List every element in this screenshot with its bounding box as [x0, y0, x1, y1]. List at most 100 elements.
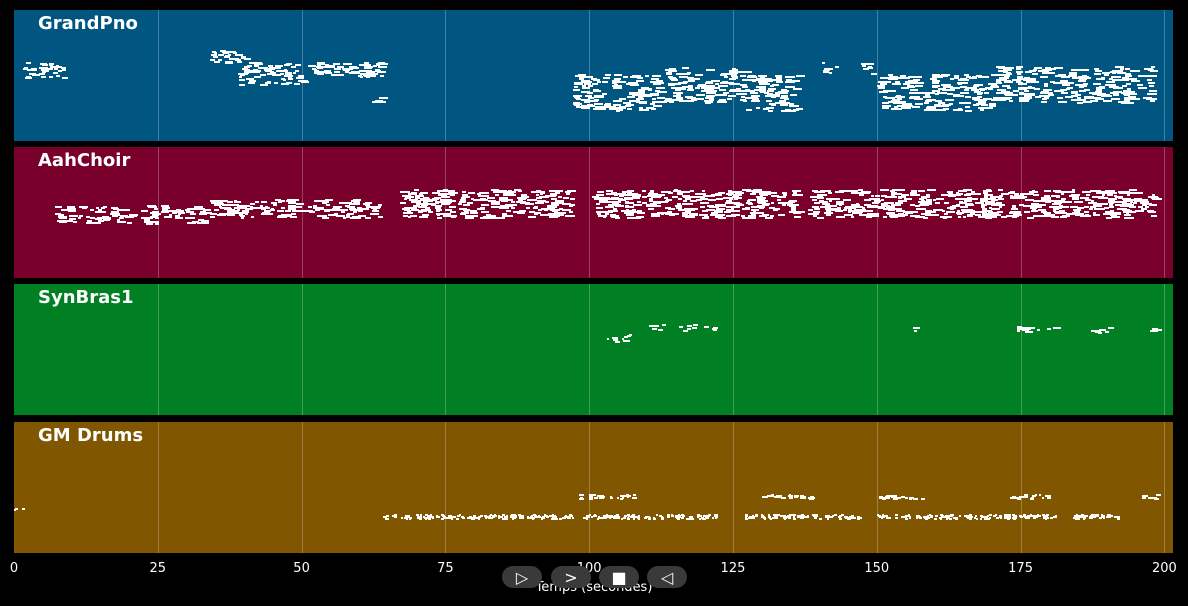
note: [1066, 87, 1074, 90]
note: [802, 515, 805, 518]
note: [290, 216, 298, 219]
note: [567, 189, 577, 192]
note: [1121, 79, 1129, 82]
note: [979, 89, 986, 92]
note: [616, 515, 619, 518]
play-button[interactable]: ▷: [502, 566, 542, 588]
note: [632, 209, 637, 212]
note: [593, 89, 599, 92]
note: [856, 202, 860, 205]
note: [527, 517, 530, 520]
note: [1046, 516, 1050, 519]
note: [1061, 75, 1070, 78]
note: [745, 202, 753, 205]
note: [911, 105, 921, 108]
note: [795, 107, 803, 110]
note: [750, 96, 759, 99]
note: [285, 209, 291, 212]
note: [664, 212, 672, 215]
note: [597, 214, 608, 217]
note: [999, 78, 1007, 81]
note: [884, 195, 894, 198]
note: [656, 90, 661, 93]
note: [172, 211, 178, 214]
note: [993, 86, 1000, 89]
note: [850, 190, 859, 193]
stop-button[interactable]: ■: [599, 566, 639, 588]
note: [787, 203, 794, 206]
note: [357, 215, 367, 218]
note: [955, 212, 965, 215]
note: [754, 88, 759, 91]
note: [1005, 72, 1011, 75]
note: [234, 201, 242, 204]
back-button[interactable]: ◁: [647, 566, 687, 588]
note: [828, 72, 833, 75]
note: [879, 82, 888, 85]
note: [990, 74, 997, 77]
note: [404, 514, 408, 517]
note: [904, 212, 913, 215]
note: [631, 514, 635, 517]
note: [1000, 193, 1009, 196]
note: [895, 496, 901, 499]
note: [941, 209, 945, 212]
note: [885, 495, 889, 498]
note: [827, 516, 830, 519]
note: [677, 192, 683, 195]
note: [881, 194, 888, 197]
note: [852, 191, 859, 194]
note: [1107, 193, 1114, 196]
note: [719, 99, 726, 102]
note: [511, 516, 515, 519]
note: [410, 208, 416, 211]
note: [671, 87, 679, 90]
note: [675, 206, 683, 209]
note: [345, 67, 354, 70]
note: [383, 516, 386, 519]
note: [39, 66, 46, 69]
note: [551, 203, 559, 206]
note: [1117, 100, 1126, 103]
note: [715, 214, 726, 217]
note: [905, 517, 909, 520]
note: [898, 212, 904, 215]
track-gm-drums[interactable]: GM Drums: [14, 422, 1173, 553]
note: [428, 202, 436, 205]
note: [420, 209, 425, 212]
note: [168, 213, 173, 216]
forward-button[interactable]: >: [551, 566, 591, 588]
note: [1007, 73, 1013, 76]
note: [786, 515, 789, 518]
note: [1119, 204, 1130, 207]
note: [524, 203, 530, 206]
track-synbras1[interactable]: SynBras1: [14, 284, 1173, 415]
note: [100, 206, 106, 209]
note: [983, 97, 993, 100]
note: [1052, 210, 1057, 213]
note: [488, 516, 492, 519]
note: [725, 192, 733, 195]
note: [1019, 495, 1024, 498]
note: [1041, 98, 1048, 101]
note: [253, 63, 259, 66]
note: [1110, 83, 1116, 86]
note: [871, 201, 880, 204]
note: [752, 515, 755, 518]
note: [760, 194, 769, 197]
note: [700, 206, 705, 209]
note: [752, 98, 759, 101]
note: [334, 67, 341, 70]
note: [588, 494, 594, 497]
note: [677, 514, 681, 517]
note: [936, 198, 944, 201]
note: [683, 203, 690, 206]
note: [541, 517, 544, 520]
note: [711, 87, 721, 90]
track-aahchoir[interactable]: AahChoir: [14, 147, 1173, 278]
note: [1050, 80, 1056, 83]
track-grandpno[interactable]: GrandPno: [14, 10, 1173, 141]
note: [227, 53, 231, 56]
note: [821, 202, 830, 205]
note: [909, 210, 918, 213]
